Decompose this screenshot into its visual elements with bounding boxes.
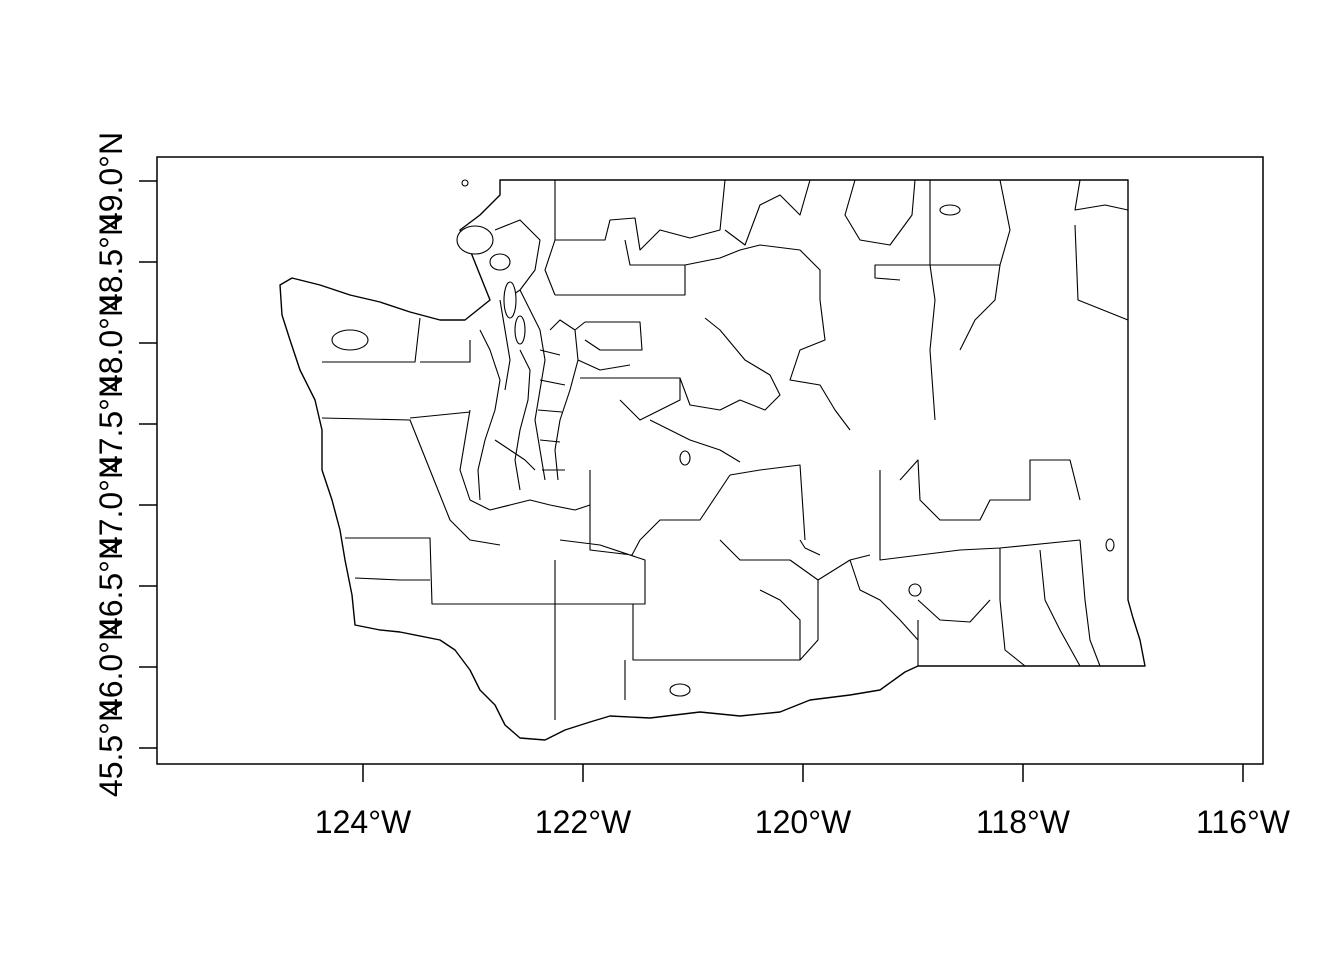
island (503, 281, 517, 319)
y-tick-label: 46.0°N (93, 618, 129, 716)
y-tick-label: 46.5°N (93, 537, 129, 635)
island (461, 179, 469, 187)
puget-sound-districts (459, 219, 631, 511)
x-tick-label: 118°W (976, 804, 1071, 840)
y-tick-label: 49.0°N (93, 132, 129, 230)
island (939, 204, 961, 216)
x-tick-label: 122°W (535, 804, 632, 840)
island (514, 315, 526, 345)
washington-map (279, 179, 1146, 741)
island (489, 253, 511, 271)
plot-frame (156, 156, 1264, 765)
y-tick-label: 45.5°N (93, 699, 129, 797)
y-tick-label: 47.0°N (93, 456, 129, 554)
x-tick-label: 120°W (755, 804, 852, 840)
x-axis: 124°W 122°W 120°W 118°W 116°W (315, 764, 1291, 840)
island (908, 583, 922, 597)
y-tick-label: 48.5°N (93, 213, 129, 311)
island (456, 225, 494, 255)
x-tick-label: 124°W (315, 804, 412, 840)
island (1105, 538, 1115, 552)
y-tick-label: 47.5°N (93, 375, 129, 473)
state-outline (279, 179, 1146, 741)
island (331, 329, 369, 351)
x-tick-label: 116°W (1196, 804, 1291, 840)
island (679, 450, 691, 466)
y-tick-label: 48.0°N (93, 294, 129, 392)
y-axis: 45.5°N46.0°N46.5°N47.0°N47.5°N48.0°N48.5… (93, 132, 157, 797)
island (669, 683, 691, 697)
district-boundaries (321, 179, 1129, 720)
